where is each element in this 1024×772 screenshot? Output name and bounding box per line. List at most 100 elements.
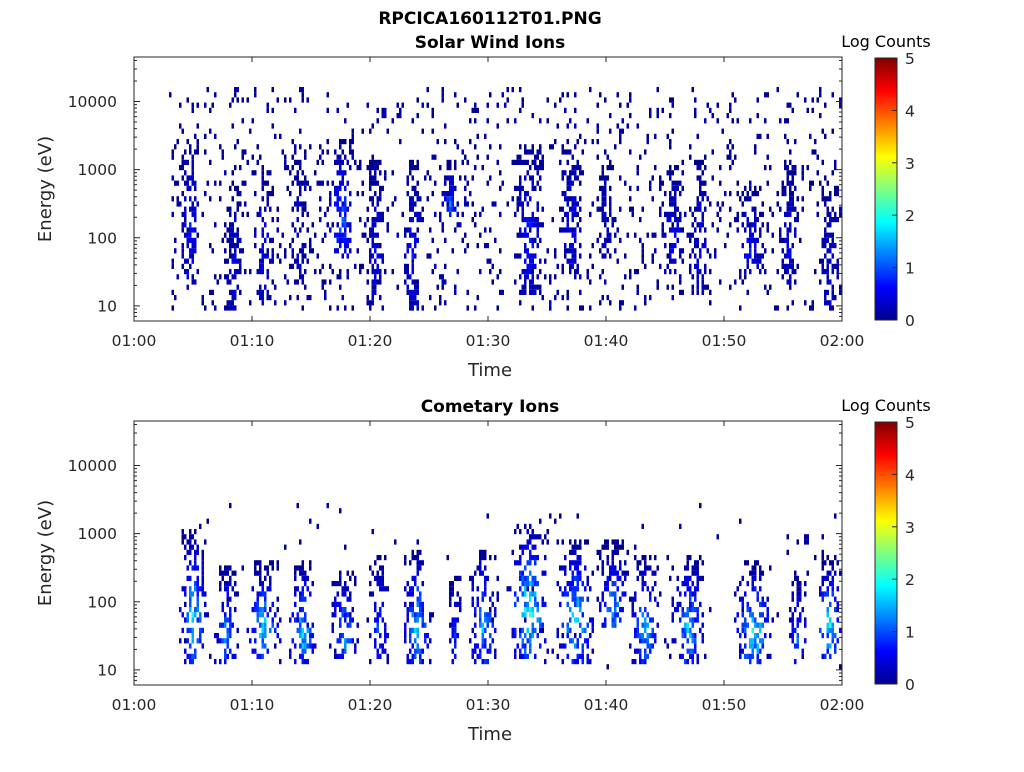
heatmap-cell: [711, 113, 714, 119]
heatmap-cell: [261, 269, 264, 275]
heatmap-cell: [566, 289, 569, 295]
heatmap-cell: [444, 180, 447, 186]
heatmap-cell: [266, 102, 269, 108]
cometary-x-axis: 01:00 01:10 01:20 01:30 01:40 01:50 02:00: [112, 421, 864, 714]
heatmap-cell: [664, 191, 667, 197]
heatmap-cell: [414, 232, 417, 238]
heatmap-cell: [529, 612, 532, 618]
heatmap-cell: [374, 222, 377, 228]
heatmap-cell: [786, 237, 789, 243]
heatmap-cell: [689, 591, 692, 597]
heatmap-cell: [616, 612, 619, 618]
heatmap-cell: [354, 581, 357, 587]
heatmap-cell: [339, 274, 342, 280]
heatmap-cell: [531, 575, 534, 581]
heatmap-cell: [669, 269, 672, 275]
heatmap-cell: [379, 633, 382, 639]
heatmap-cell: [789, 206, 792, 212]
heatmap-cell: [696, 581, 699, 587]
heatmap-cell: [266, 295, 269, 301]
x-tick-label: 01:40: [584, 332, 629, 350]
heatmap-cell: [201, 570, 204, 576]
heatmap-cell: [189, 237, 192, 243]
heatmap-cell: [419, 549, 422, 555]
heatmap-cell: [186, 185, 189, 191]
heatmap-cell: [334, 612, 337, 618]
heatmap-cell: [204, 133, 207, 139]
heatmap-cell: [576, 222, 579, 228]
heatmap-cell: [756, 653, 759, 659]
heatmap-cell: [254, 601, 257, 607]
heatmap-cell: [761, 201, 764, 207]
heatmap-cell: [224, 653, 227, 659]
heatmap-cell: [431, 269, 434, 275]
heatmap-cell: [619, 596, 622, 602]
heatmap-cell: [186, 627, 189, 633]
heatmap-cell: [214, 305, 217, 311]
heatmap-cell: [534, 289, 537, 295]
heatmap-cell: [384, 175, 387, 181]
heatmap-cell: [694, 107, 697, 113]
heatmap-cell: [754, 560, 757, 566]
heatmap-cell: [414, 653, 417, 659]
heatmap-cell: [196, 201, 199, 207]
heatmap-cell: [386, 128, 389, 134]
heatmap-cell: [489, 643, 492, 649]
heatmap-cell: [261, 300, 264, 306]
heatmap-cell: [229, 575, 232, 581]
heatmap-cell: [571, 638, 574, 644]
heatmap-cell: [834, 185, 837, 191]
heatmap-cell: [339, 508, 342, 514]
heatmap-cell: [371, 196, 374, 202]
heatmap-cell: [284, 274, 287, 280]
heatmap-cell: [536, 581, 539, 587]
heatmap-cell: [751, 627, 754, 633]
heatmap-cell: [194, 217, 197, 223]
heatmap-cell: [436, 248, 439, 254]
heatmap-cell: [526, 607, 529, 613]
heatmap-cell: [669, 217, 672, 223]
heatmap-cell: [644, 581, 647, 587]
heatmap-cell: [571, 232, 574, 238]
heatmap-cell: [786, 269, 789, 275]
heatmap-cell: [549, 300, 552, 306]
heatmap-cell: [229, 565, 232, 571]
heatmap-cell: [631, 601, 634, 607]
heatmap-cell: [741, 627, 744, 633]
heatmap-cell: [419, 659, 422, 665]
heatmap-cell: [571, 575, 574, 581]
heatmap-cell: [299, 128, 302, 134]
heatmap-cell: [546, 539, 549, 545]
cometary-colorbar-label: Log Counts: [841, 396, 931, 415]
heatmap-cell: [621, 118, 624, 124]
heatmap-cell: [379, 170, 382, 176]
heatmap-cell: [536, 555, 539, 561]
heatmap-cell: [699, 180, 702, 186]
heatmap-cell: [189, 253, 192, 259]
heatmap-cell: [196, 549, 199, 555]
colorbar-tick-label: 1: [905, 260, 915, 278]
heatmap-cell: [224, 622, 227, 628]
heatmap-cell: [589, 659, 592, 665]
heatmap-cell: [351, 133, 354, 139]
heatmap-cell: [664, 243, 667, 249]
heatmap-cell: [574, 269, 577, 275]
heatmap-cell: [341, 237, 344, 243]
heatmap-cell: [759, 601, 762, 607]
heatmap-cell: [291, 206, 294, 212]
heatmap-cell: [686, 638, 689, 644]
heatmap-cell: [791, 627, 794, 633]
heatmap-cell: [524, 284, 527, 290]
heatmap-cell: [406, 227, 409, 233]
heatmap-cell: [761, 612, 764, 618]
heatmap-cell: [339, 185, 342, 191]
heatmap-cell: [484, 591, 487, 597]
heatmap-cell: [561, 295, 564, 301]
heatmap-cell: [536, 149, 539, 155]
heatmap-cell: [449, 159, 452, 165]
heatmap-cell: [191, 274, 194, 280]
heatmap-cell: [741, 601, 744, 607]
heatmap-cell: [191, 279, 194, 285]
heatmap-cell: [416, 560, 419, 566]
heatmap-cell: [181, 211, 184, 217]
